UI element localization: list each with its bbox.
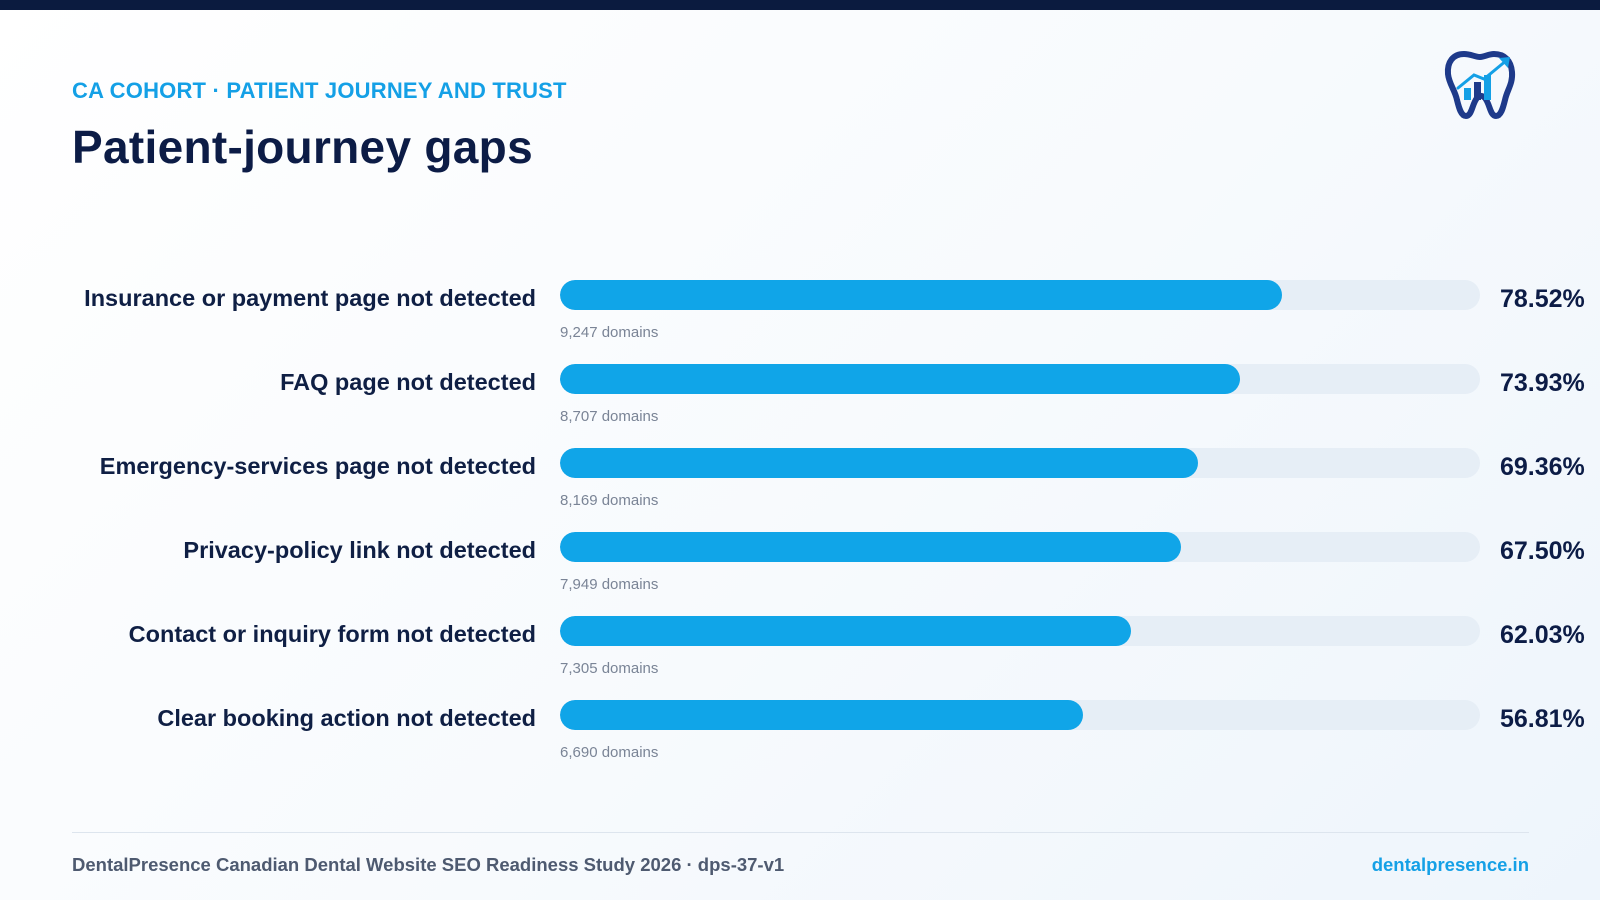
bar-row: Privacy-policy link not detected 7,949 do… [0,532,1600,616]
bar-value-label: 73.93% [1500,369,1585,397]
bar-fill [560,616,1131,646]
bar-count-label: 8,169 domains [560,492,659,509]
bar-track [560,364,1480,394]
bar-track [560,448,1480,478]
bar-fill [560,532,1181,562]
footer-website-link[interactable]: dentalpresence.in [1371,854,1529,875]
bar-row: Clear booking action not detected 6,690 d… [0,700,1600,784]
bar-fill [560,700,1083,730]
bar-value-label: 62.03% [1500,621,1585,649]
tooth-chart-logo-icon [1444,51,1516,119]
bar-track [560,616,1480,646]
section-eyebrow: CA COHORT · PATIENT JOURNEY AND TRUST [72,78,567,103]
bar-track [560,280,1480,310]
bar-row: Insurance or payment page not detected 9,… [0,280,1600,364]
bar-fill [560,364,1241,394]
bar-category-label: Insurance or payment page not detected [84,285,536,311]
bar-count-label: 6,690 domains [560,744,659,761]
bar-category-label: Privacy-policy link not detected [183,537,536,563]
bar-category-label: Clear booking action not detected [157,705,536,731]
footer-divider [72,832,1529,833]
bar-row: FAQ page not detected 8,707 domains 73.93% [0,364,1600,448]
page-title: Patient-journey gaps [72,121,533,173]
bar-fill [560,448,1199,478]
bar-value-label: 56.81% [1500,705,1585,733]
bar-count-label: 7,305 domains [560,660,659,677]
bar-count-label: 7,949 domains [560,576,659,593]
bar-category-label: FAQ page not detected [280,369,536,395]
bar-category-label: Contact or inquiry form not detected [128,621,536,647]
bar-count-label: 9,247 domains [560,324,659,341]
bar-row: Emergency-services page not detected 8,16… [0,448,1600,532]
bar-value-label: 67.50% [1500,537,1585,565]
bar-category-label: Emergency-services page not detected [99,453,536,479]
bar-fill [560,280,1283,310]
bar-count-label: 8,707 domains [560,408,659,425]
bar-value-label: 69.36% [1500,453,1585,481]
bar-track [560,700,1480,730]
bar-row: Contact or inquiry form not detected 7,30… [0,616,1600,700]
footer-citation: DentalPresence Canadian Dental Website S… [72,854,785,875]
bar-track [560,532,1480,562]
top-accent-bar [0,0,1600,10]
bar-value-label: 78.52% [1500,285,1585,313]
